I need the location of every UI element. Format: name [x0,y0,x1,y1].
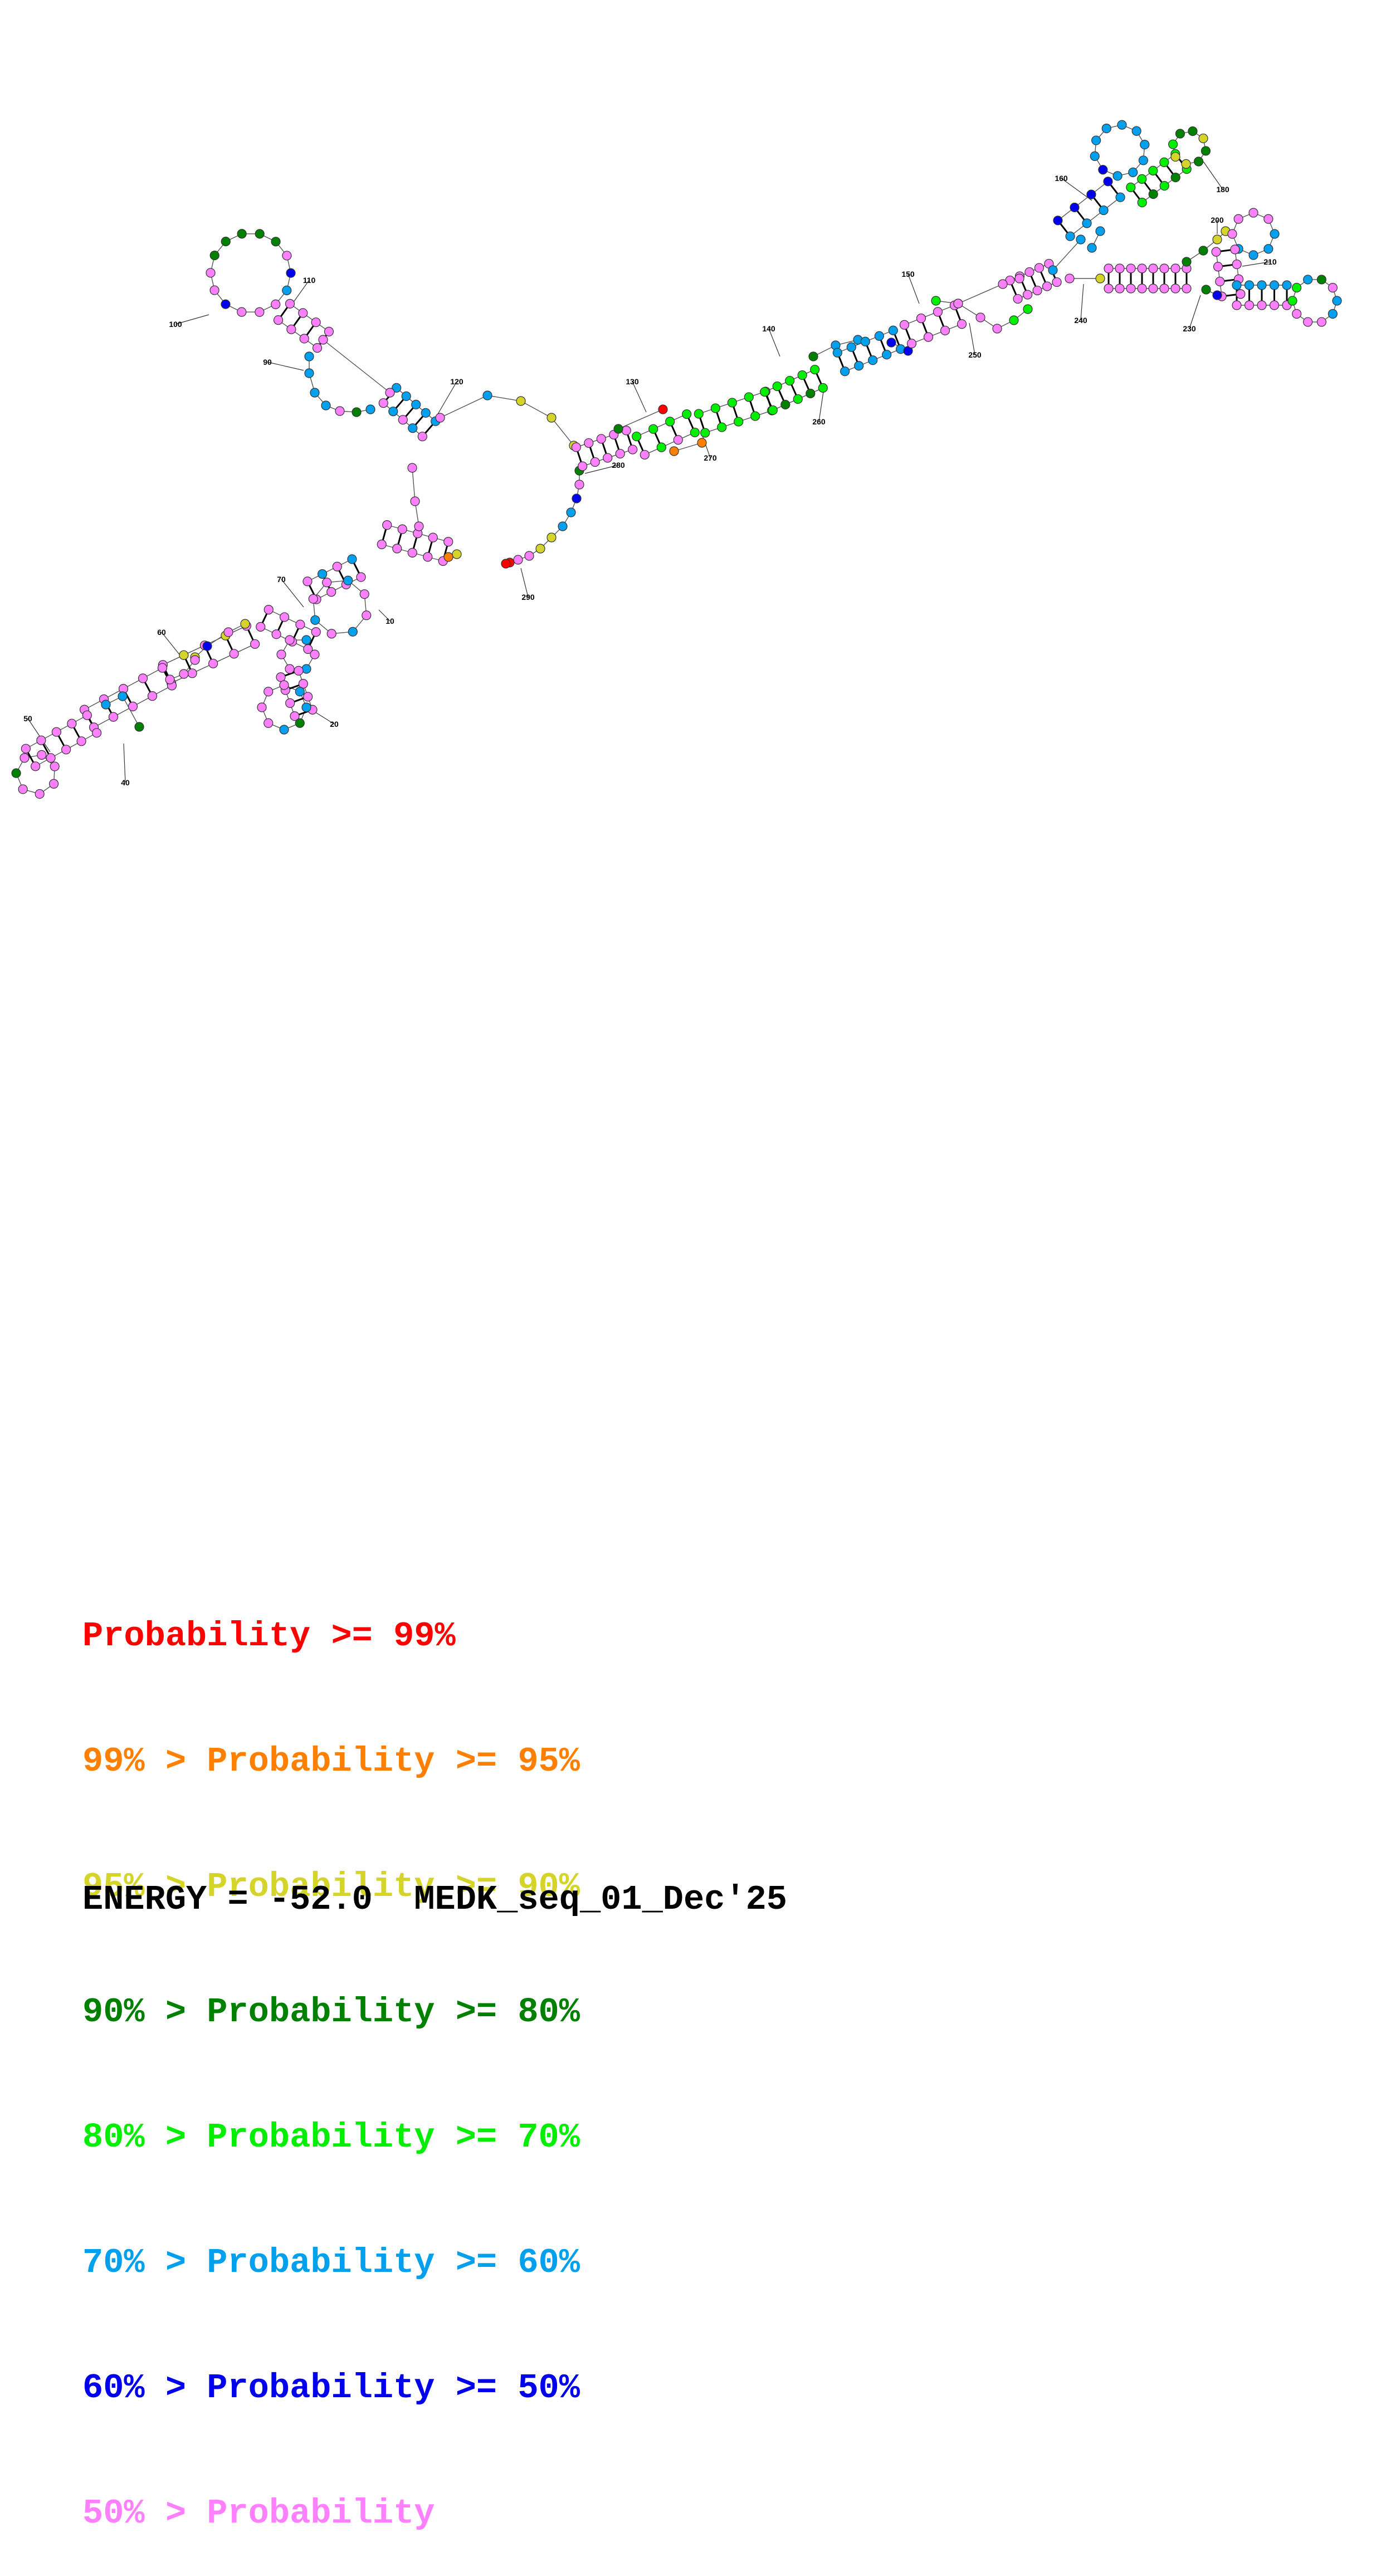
position-label: 90 [263,358,272,366]
position-label: 50 [23,714,32,723]
legend-row-p99: Probability >= 99% [82,1615,580,1657]
position-label: 290 [521,593,535,602]
probability-legend: Probability >= 99% 99% > Probability >= … [82,1532,580,2576]
position-label: 230 [1183,324,1196,333]
legend-row-p60: 70% > Probability >= 60% [82,2242,580,2284]
legend-text: Probability >= 80% [207,1992,580,2032]
position-label: 210 [1263,257,1277,266]
position-label: 130 [626,377,639,386]
position-label: 280 [612,461,625,470]
legend-text: Probability >= 95% [207,1742,580,1781]
position-label: 120 [450,377,463,386]
legend-prefix: 50% > [82,2494,207,2533]
position-label: 60 [157,628,166,637]
legend-text: Probability >= 99% [82,1616,456,1656]
position-label: 70 [277,575,286,584]
legend-prefix: 90% > [82,1992,207,2032]
legend-text: Probability >= 90% [207,1867,580,1907]
legend-text: Probability [207,2494,435,2533]
energy-caption: ENERGY = -52.0 MEDK_seq_01_Dec'25 [82,1880,788,1919]
position-label: 270 [704,453,717,462]
legend-prefix: 80% > [82,2118,207,2157]
label-leader-lines [27,161,1271,783]
position-labels: 10 20 40 50 60 70 90 100 110 120 130 140 150 160 180 20… [23,174,1277,787]
nucleotides [11,120,1342,799]
rna-structure-diagram: 10 20 40 50 60 70 90 100 110 120 130 140 150 160 180 20… [11,120,1342,799]
position-label: 240 [1074,316,1087,325]
legend-row-p95: 99% > Probability >= 95% [82,1741,580,1782]
position-label: 160 [1055,174,1068,183]
legend-prefix: 60% > [82,2368,207,2408]
position-label: 20 [330,720,339,729]
position-label: 140 [762,324,775,333]
position-label: 40 [121,778,130,787]
legend-row-p70: 80% > Probability >= 70% [82,2116,580,2158]
backbone-lines [16,124,1338,795]
legend-text: Probability >= 60% [207,2243,580,2282]
position-label: 100 [169,320,182,329]
position-label: 10 [385,617,394,625]
legend-row-p50: 60% > Probability >= 50% [82,2367,580,2409]
position-label: 110 [303,276,316,285]
legend-text: Probability >= 70% [207,2118,580,2157]
position-label: 250 [968,350,982,359]
legend-text: Probability >= 50% [207,2368,580,2408]
base-pair-bonds [25,153,1288,767]
position-label: 200 [1211,216,1224,224]
legend-row-p90: 95% > Probability >= 90% [82,1866,580,1908]
position-label: 150 [901,270,915,278]
position-label: 180 [1216,185,1229,194]
legend-prefix: 95% > [82,1867,207,1907]
legend-prefix: 99% > [82,1742,207,1781]
legend-row-p80: 90% > Probability >= 80% [82,1991,580,2033]
position-label: 260 [812,417,826,426]
legend-prefix: 70% > [82,2243,207,2282]
legend-row-plow: 50% > Probability [82,2492,580,2534]
